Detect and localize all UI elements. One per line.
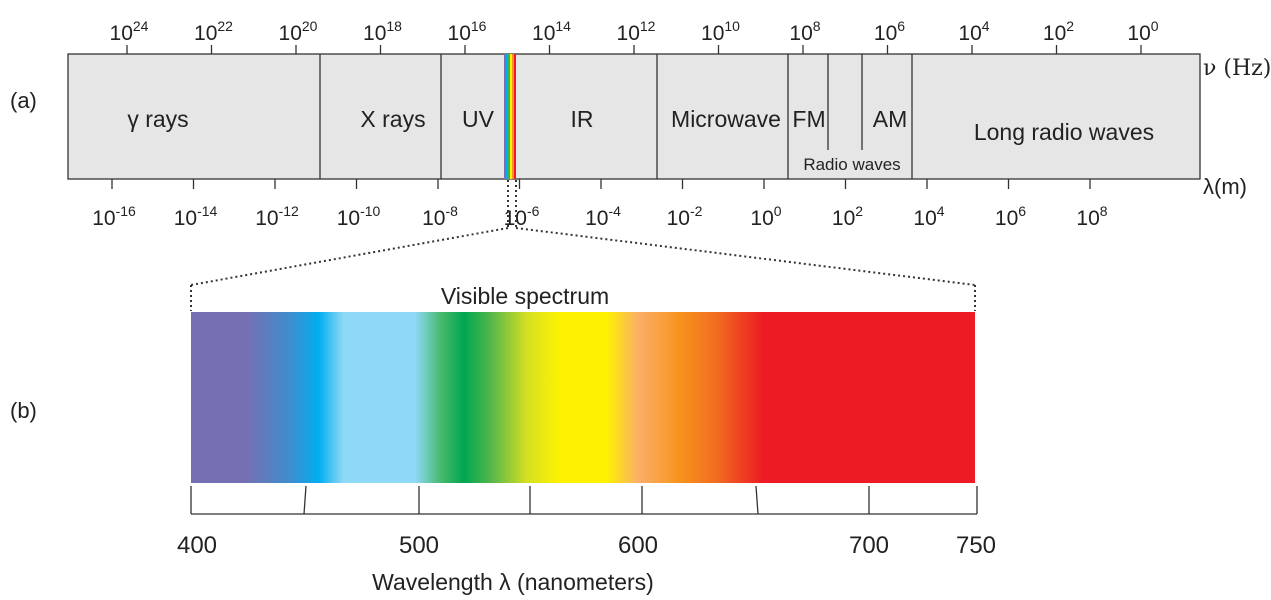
frequency-tick-label: 102 [1043, 18, 1074, 45]
band-label-gamma: γ rays [127, 106, 188, 132]
visible-spectrum-gradient [191, 312, 975, 483]
visible-spectrum-title: Visible spectrum [441, 283, 609, 309]
wavelength-axis-label: Wavelength λ (nanometers) [372, 569, 654, 595]
nm-tick-label: 600 [618, 532, 658, 559]
frequency-axis: 1024 1022 1020 1018 1016 1014 1012 1010 108 106 10… [110, 18, 1159, 54]
frequency-tick-label: 1020 [279, 18, 318, 45]
wavelength-axis: 10-16 10-14 10-12 10-10 10-8 10-6 10-4 10-2 100 1… [92, 179, 1108, 230]
ruler-tick-450 [303, 485, 307, 515]
ruler-tick-650 [755, 485, 759, 515]
frequency-tick-label: 104 [958, 18, 989, 45]
mini-spectrum-stripe [506, 54, 508, 179]
wavelength-tick-label: 10-12 [255, 203, 299, 230]
wavelength-tick-label: 102 [832, 203, 863, 230]
wavelength-tick-label: 10-8 [422, 203, 458, 230]
mini-spectrum-stripe [508, 54, 510, 179]
wavelength-tick-label: 10-10 [337, 203, 381, 230]
mini-spectrum-stripe [510, 54, 512, 179]
band-separators [319, 54, 913, 179]
frequency-tick-label: 100 [1127, 18, 1158, 45]
frequency-tick-label: 1012 [617, 18, 656, 45]
band-label-long-radio: Long radio waves [974, 119, 1154, 145]
wavelength-ruler [190, 485, 978, 515]
frequency-tick-label: 106 [874, 18, 905, 45]
band-label-radio-waves: Radio waves [803, 155, 900, 174]
panel-b-label: (b) [10, 398, 37, 423]
mini-spectrum-stripe [514, 54, 516, 179]
band-label-ir: IR [571, 106, 594, 132]
frequency-tick-label: 1010 [701, 18, 740, 45]
nm-tick-label: 500 [399, 532, 439, 559]
band-label-microwave: Microwave [671, 106, 781, 132]
wavelength-tick-label: 106 [995, 203, 1026, 230]
connector-left-diagonal [190, 227, 509, 286]
nm-tick-label: 750 [956, 532, 996, 559]
band-label-xray: X rays [360, 106, 425, 132]
wavelength-unit-label: λ(m) [1203, 174, 1247, 199]
mini-spectrum-stripe [504, 54, 506, 179]
mini-visible-spectrum [504, 54, 516, 179]
panel-a-label: (a) [10, 88, 37, 113]
wavelength-tick-label: 104 [913, 203, 944, 230]
em-band-strip [67, 53, 1201, 180]
wavelength-tick-label: 10-14 [174, 203, 218, 230]
wavelength-tick-label: 10-6 [504, 203, 540, 230]
frequency-tick-label: 1018 [363, 18, 402, 45]
frequency-tick-label: 1016 [448, 18, 487, 45]
wavelength-tick-label: 10-4 [585, 203, 621, 230]
frequency-tick-label: 108 [789, 18, 820, 45]
connector-right-diagonal [515, 227, 976, 286]
nm-tick-label: 700 [849, 532, 889, 559]
frequency-unit-label: ν (Hz) [1203, 56, 1271, 81]
frequency-tick-label: 1014 [532, 18, 571, 45]
wavelength-tick-label: 10-2 [667, 203, 703, 230]
wavelength-tick-label: 108 [1076, 203, 1107, 230]
nm-tick-label: 400 [177, 532, 217, 559]
nm-tick-labels: 400 500 600 700 750 [177, 532, 996, 559]
band-label-am: AM [873, 106, 908, 132]
wavelength-tick-label: 10-16 [92, 203, 136, 230]
zoom-connectors [190, 180, 976, 311]
wavelength-tick-label: 100 [750, 203, 781, 230]
frequency-tick-label: 1022 [194, 18, 233, 45]
frequency-tick-label: 1024 [110, 18, 149, 45]
band-label-fm: FM [792, 106, 825, 132]
mini-spectrum-stripe [512, 54, 514, 179]
band-label-uv: UV [462, 106, 495, 132]
